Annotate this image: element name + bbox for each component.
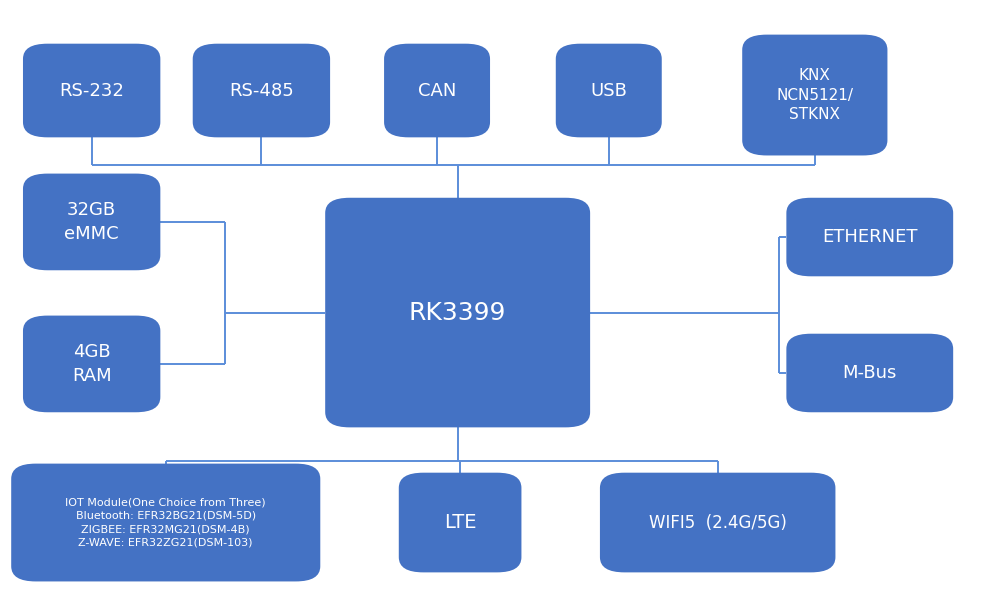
FancyBboxPatch shape bbox=[23, 44, 160, 137]
FancyBboxPatch shape bbox=[23, 174, 160, 270]
Text: ETHERNET: ETHERNET bbox=[822, 228, 917, 246]
FancyBboxPatch shape bbox=[193, 44, 330, 137]
Text: LTE: LTE bbox=[444, 513, 476, 532]
FancyBboxPatch shape bbox=[556, 44, 662, 137]
Text: RK3399: RK3399 bbox=[409, 300, 507, 325]
Text: USB: USB bbox=[590, 81, 627, 100]
FancyBboxPatch shape bbox=[600, 473, 835, 572]
Text: RS-485: RS-485 bbox=[229, 81, 294, 100]
FancyBboxPatch shape bbox=[23, 316, 160, 412]
FancyBboxPatch shape bbox=[325, 198, 590, 427]
Text: RS-232: RS-232 bbox=[59, 81, 124, 100]
Text: 4GB
RAM: 4GB RAM bbox=[72, 343, 111, 385]
Text: 32GB
eMMC: 32GB eMMC bbox=[64, 201, 119, 243]
FancyBboxPatch shape bbox=[384, 44, 490, 137]
FancyBboxPatch shape bbox=[786, 198, 953, 276]
Text: CAN: CAN bbox=[418, 81, 457, 100]
Text: M-Bus: M-Bus bbox=[842, 364, 897, 382]
FancyBboxPatch shape bbox=[11, 464, 320, 582]
FancyBboxPatch shape bbox=[786, 334, 953, 412]
FancyBboxPatch shape bbox=[399, 473, 522, 572]
Text: KNX
NCN5121/
STKNX: KNX NCN5121/ STKNX bbox=[776, 68, 853, 123]
FancyBboxPatch shape bbox=[742, 35, 888, 155]
Text: WIFI5  (2.4G/5G): WIFI5 (2.4G/5G) bbox=[648, 514, 786, 532]
Text: IOT Module(One Choice from Three)
Bluetooth: EFR32BG21(DSM-5D)
ZIGBEE: EFR32MG21: IOT Module(One Choice from Three) Blueto… bbox=[65, 498, 266, 548]
